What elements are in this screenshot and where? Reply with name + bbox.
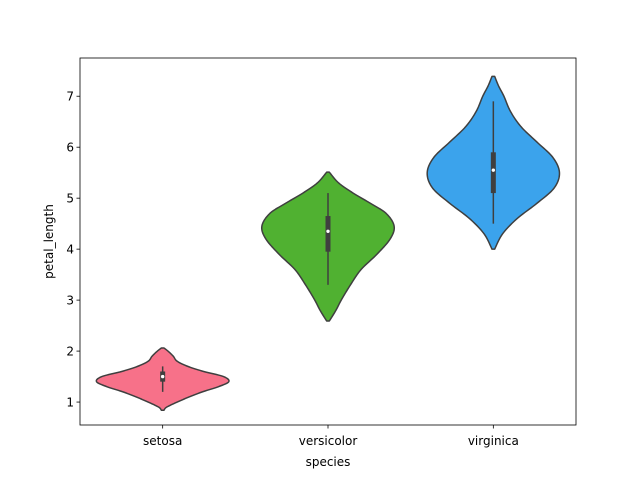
y-axis-label: petal_length	[42, 204, 56, 279]
x-tick-label: virginica	[468, 434, 519, 448]
y-tick-label: 1	[66, 396, 74, 410]
y-tick-label: 4	[66, 243, 74, 257]
violins	[95, 75, 561, 411]
median-marker	[326, 229, 330, 234]
x-tick-label: setosa	[143, 434, 182, 448]
violin-setosa	[95, 347, 230, 411]
violin-virginica	[426, 75, 561, 250]
median-marker	[160, 374, 165, 379]
y-tick-label: 5	[66, 192, 74, 206]
x-tick-label: versicolor	[299, 434, 358, 448]
median-marker	[491, 168, 496, 172]
y-tick-label: 3	[66, 294, 74, 308]
x-axis-label: species	[306, 455, 351, 469]
y-tick-label: 6	[66, 141, 74, 155]
violin-versicolor	[260, 171, 396, 322]
y-axis: 1 2 3 4 5 6 7	[66, 90, 80, 410]
y-tick-label: 7	[66, 90, 74, 104]
y-tick-label: 2	[66, 345, 74, 359]
x-axis: setosa versicolor virginica	[143, 425, 519, 448]
